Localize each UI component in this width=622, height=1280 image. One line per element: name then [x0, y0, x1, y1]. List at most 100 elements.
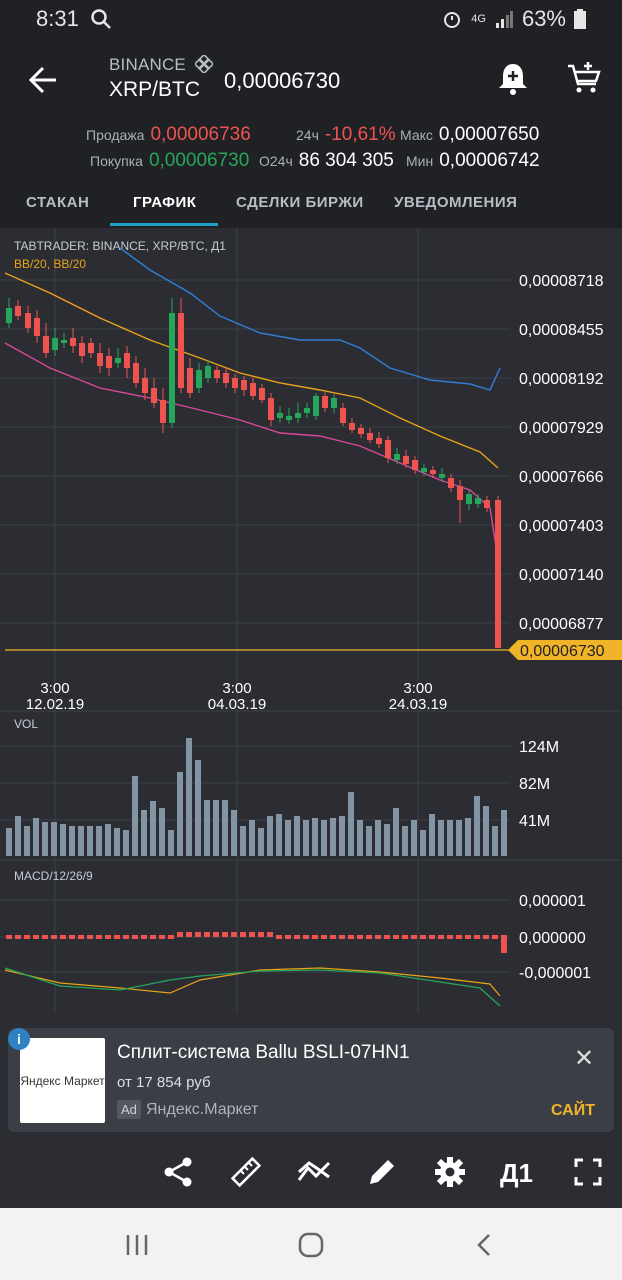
ad-cta-button[interactable]: САЙТ — [551, 1102, 595, 1119]
volume-bar — [51, 822, 57, 856]
battery-percent: 63% — [521, 6, 566, 31]
pair-name[interactable]: XRP/BTC — [109, 78, 201, 101]
current-price: 0,00006730 — [224, 68, 341, 93]
candle — [259, 388, 265, 400]
add-to-cart-icon[interactable] — [566, 60, 602, 96]
tab-chart[interactable]: ГРАФИК — [133, 194, 197, 211]
pencil-icon[interactable] — [364, 1154, 400, 1190]
bb-upper-line — [119, 247, 501, 391]
volume-bar — [375, 820, 381, 856]
current-price-tag-label: 0,00006730 — [520, 643, 605, 660]
candle — [43, 336, 49, 353]
candle — [178, 313, 184, 388]
volume-bar — [348, 792, 354, 856]
fullscreen-icon[interactable] — [570, 1154, 606, 1190]
volume-bar — [33, 818, 39, 856]
candle — [430, 470, 436, 474]
indicators-icon[interactable] — [296, 1154, 332, 1190]
ad-title[interactable]: Сплит-система Ballu BSLI-07HN1 — [117, 1042, 410, 1063]
candle — [358, 428, 364, 434]
macd-histogram-bar — [33, 935, 39, 939]
macd-histogram-bar — [267, 932, 273, 937]
x-tick-time: 3:00 — [222, 680, 251, 697]
macd-histogram-bar — [15, 935, 21, 939]
indicator-label: BB/20, BB/20 — [14, 257, 86, 271]
chart-toolbar: Д1 — [0, 1140, 622, 1208]
ruler-icon[interactable] — [228, 1154, 264, 1190]
candle — [475, 498, 481, 504]
candle — [214, 370, 220, 378]
volume-bar — [150, 801, 156, 856]
macd-tick-label: 0,000001 — [519, 893, 586, 910]
candle — [133, 363, 139, 383]
volume-bar — [60, 824, 66, 856]
volume-bar — [114, 828, 120, 856]
gear-icon[interactable] — [432, 1154, 468, 1190]
candle — [376, 438, 382, 444]
macd-tick-label: 0,000000 — [519, 930, 586, 947]
price-tick-label: 0,00006877 — [519, 616, 604, 633]
macd-histogram-bar — [357, 935, 363, 939]
candle — [385, 440, 391, 458]
tab-orderbook[interactable]: СТАКАН — [26, 194, 90, 211]
macd-histogram-bar — [474, 935, 480, 939]
add-alert-bell-icon[interactable] — [496, 60, 530, 96]
price-chart[interactable]: 0,00008718 0,00008455 0,00008192 0,00007929… — [0, 228, 622, 1024]
share-icon[interactable] — [160, 1154, 196, 1190]
x-tick-date: 04.03.19 — [208, 696, 266, 713]
ad-info-icon[interactable]: i — [8, 1028, 30, 1050]
volume-bar — [357, 820, 363, 856]
back-nav-icon[interactable] — [470, 1230, 500, 1260]
candle — [277, 413, 283, 418]
candle — [124, 353, 130, 368]
macd-histogram-bar — [375, 935, 381, 939]
network-type: 4G — [471, 13, 486, 25]
candle — [403, 456, 409, 464]
volume-bar — [339, 816, 345, 856]
macd-histogram-bar — [348, 935, 354, 939]
volume-bar — [123, 830, 129, 856]
macd-signal-line — [4, 967, 501, 997]
macd-histogram-bar — [96, 935, 102, 939]
chart-area[interactable]: 0,00008718 0,00008455 0,00008192 0,00007929… — [0, 228, 622, 1024]
tab-notifications[interactable]: УВЕДОМЛЕНИЯ — [394, 194, 518, 211]
volume-bar — [294, 816, 300, 856]
macd-histogram-bar — [168, 935, 174, 939]
macd-histogram-bar — [384, 935, 390, 939]
volume-bar — [303, 820, 309, 856]
candle — [394, 454, 400, 460]
candle — [286, 416, 292, 420]
macd-histogram-bar — [222, 932, 228, 937]
macd-histogram-bar — [411, 935, 417, 939]
macd-histogram-bar — [330, 935, 336, 939]
macd-histogram-bar — [150, 935, 156, 939]
home-icon[interactable] — [296, 1230, 326, 1260]
recent-apps-icon[interactable] — [122, 1230, 152, 1260]
volume-stat: O24ч 86 304 305 — [259, 150, 394, 171]
macd-histogram-bar — [69, 935, 75, 939]
candle — [322, 396, 328, 408]
candle — [97, 353, 103, 366]
macd-histogram-bar — [276, 935, 282, 939]
volume-bar — [366, 826, 372, 856]
candle — [88, 343, 94, 353]
macd-histogram-bar — [402, 935, 408, 939]
volume-bar — [420, 830, 426, 856]
ad-banner[interactable]: Яндекс Маркет i Сплит-система Ballu BSLI… — [8, 1028, 614, 1132]
macd-histogram-bar — [105, 935, 111, 939]
volume-bar — [267, 816, 273, 856]
tab-trades[interactable]: СДЕЛКИ БИРЖИ — [236, 194, 364, 211]
back-arrow-icon[interactable] — [24, 60, 64, 100]
volume-bar — [213, 800, 219, 856]
x-tick-date: 24.03.19 — [389, 696, 447, 713]
timeframe-button[interactable]: Д1 — [500, 1158, 533, 1188]
volume-bar — [312, 818, 318, 856]
macd-tick-label: -0,000001 — [519, 965, 591, 982]
ad-price: от 17 854 руб — [117, 1074, 211, 1091]
macd-histogram-bar — [195, 932, 201, 937]
macd-histogram-bar — [393, 935, 399, 939]
ad-logo[interactable]: Яндекс Маркет — [20, 1038, 105, 1123]
close-icon[interactable]: ✕ — [574, 1045, 595, 1072]
macd-histogram-bar — [42, 935, 48, 939]
binance-logo-icon — [193, 53, 215, 75]
